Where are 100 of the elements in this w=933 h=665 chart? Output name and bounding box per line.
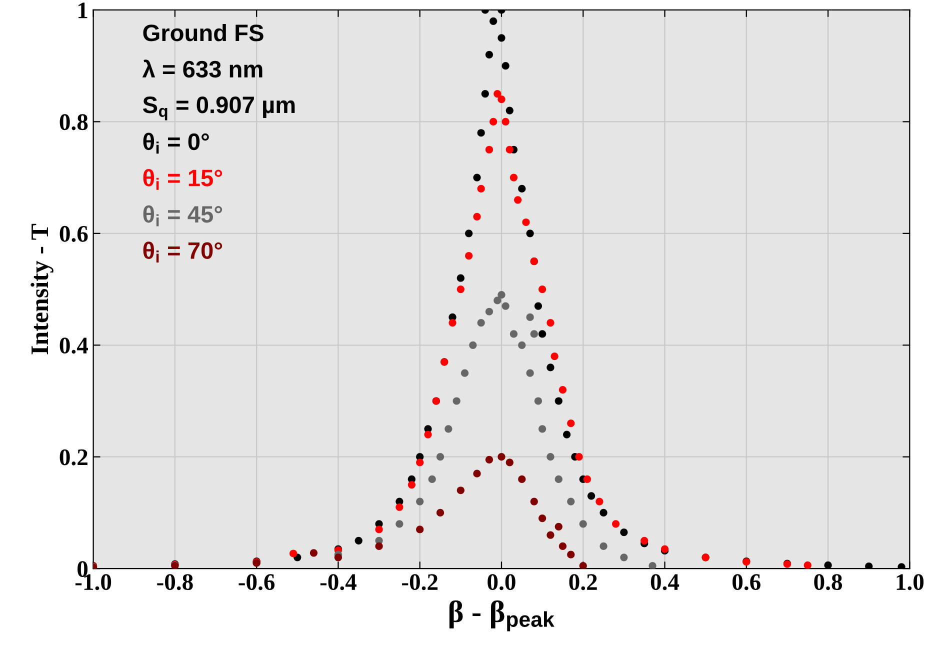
x-tick-label: -0.8 <box>157 574 193 590</box>
point <box>473 174 481 182</box>
point <box>526 313 534 322</box>
point <box>600 508 608 517</box>
point <box>510 174 518 182</box>
point <box>518 475 526 483</box>
point <box>452 397 460 405</box>
point <box>567 498 575 506</box>
text: θ$_{i}$ = 70° <box>143 242 222 263</box>
point <box>575 453 583 461</box>
x-tick-label: 1.0 <box>896 574 924 590</box>
point <box>416 498 424 506</box>
point <box>558 386 567 394</box>
point <box>481 90 489 98</box>
point <box>448 318 456 327</box>
y-tick-label: 0.2 <box>60 449 88 466</box>
point <box>490 118 498 126</box>
point <box>444 425 452 433</box>
point <box>534 397 542 405</box>
point <box>546 318 554 327</box>
point <box>530 330 538 338</box>
point <box>498 453 506 461</box>
annotation: λ = 633 nm <box>142 60 262 78</box>
text: θ$_{i}$ = 45° <box>143 205 222 226</box>
y-tick-label: 1 <box>78 2 88 18</box>
point <box>538 514 546 522</box>
point <box>596 498 604 506</box>
x-tick-label: 0.8 <box>814 574 842 590</box>
point <box>408 480 416 489</box>
y-tick-label: 0.6 <box>60 226 88 242</box>
point <box>477 129 485 137</box>
point <box>477 184 485 193</box>
x-tick-label: 0.0 <box>488 574 516 590</box>
point <box>518 184 526 193</box>
point <box>424 430 432 438</box>
point <box>290 550 298 558</box>
point <box>640 536 648 544</box>
point <box>550 352 558 360</box>
point <box>620 528 628 536</box>
point <box>416 458 424 466</box>
point <box>506 146 514 154</box>
point <box>558 542 567 550</box>
y-tick-label: 0.4 <box>60 338 88 354</box>
point <box>436 453 444 461</box>
text: θ$_{i}$ = 0° <box>143 132 209 154</box>
point <box>804 561 812 569</box>
point <box>530 498 538 506</box>
point <box>567 550 575 558</box>
point <box>538 285 546 294</box>
point <box>473 470 481 478</box>
point <box>648 562 656 569</box>
point <box>498 96 506 104</box>
point <box>546 453 554 461</box>
point <box>477 318 485 327</box>
point <box>416 526 424 534</box>
point <box>526 369 534 377</box>
point <box>465 252 473 260</box>
point <box>620 554 628 562</box>
annotation: Ground FS <box>143 24 264 42</box>
x-tick-label: -0.4 <box>320 574 356 590</box>
point <box>460 369 469 377</box>
point <box>510 330 518 338</box>
point <box>354 536 362 544</box>
point <box>514 196 522 204</box>
point <box>498 34 506 42</box>
point <box>554 522 562 530</box>
point <box>473 212 481 220</box>
point <box>456 486 464 494</box>
point <box>865 562 873 569</box>
x-tick-label: -0.6 <box>238 574 275 590</box>
point <box>506 106 514 114</box>
point <box>456 274 464 282</box>
point <box>898 563 906 569</box>
point <box>506 458 514 466</box>
point <box>579 562 587 569</box>
point <box>485 146 494 154</box>
text: θ$_{i}$ = 15° <box>143 169 222 190</box>
x-axis-title: β - β$_{peak}$ <box>449 600 554 632</box>
point <box>567 420 575 428</box>
point <box>498 291 506 299</box>
x-tick-label: 0.6 <box>732 574 760 590</box>
point <box>562 430 571 438</box>
point <box>334 554 342 562</box>
point <box>554 475 562 483</box>
point <box>502 118 510 126</box>
point <box>502 62 510 70</box>
point <box>436 508 444 517</box>
point <box>526 230 534 238</box>
annotation: S$_{q}$ = 0.907 µm <box>142 96 295 120</box>
point <box>502 302 510 310</box>
point <box>554 397 562 405</box>
point <box>522 218 530 226</box>
point <box>396 520 404 528</box>
point <box>587 492 596 500</box>
point <box>465 230 473 238</box>
x-tick-label: 0.4 <box>650 574 680 590</box>
point <box>824 561 832 569</box>
point <box>375 542 383 550</box>
point <box>534 302 542 310</box>
point <box>600 542 608 550</box>
